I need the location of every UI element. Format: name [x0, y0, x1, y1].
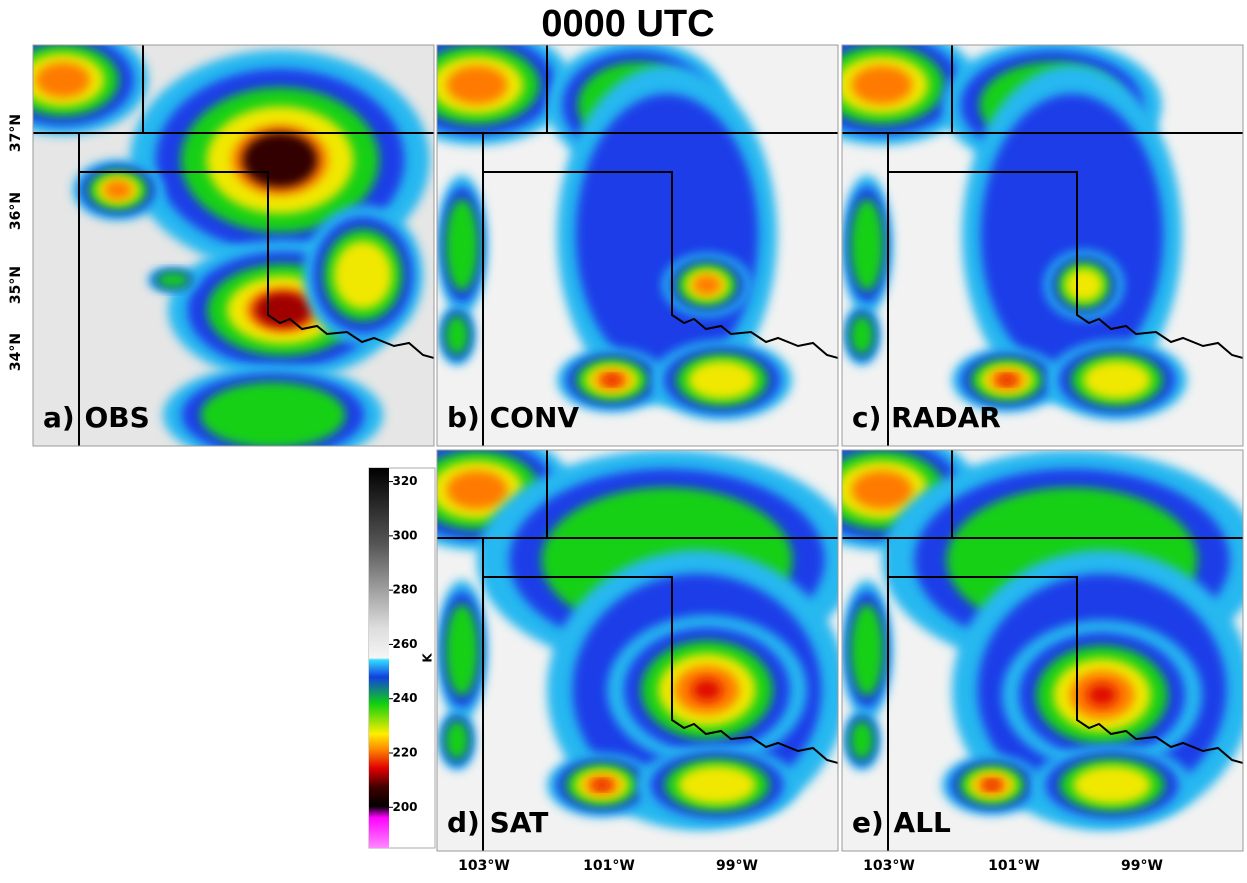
map-field — [382, 430, 859, 851]
map-panel: a) OBS — [0, 25, 455, 465]
panel-label: a) OBS — [43, 401, 150, 434]
cloud — [157, 272, 190, 288]
colorbar-tick-label: 300 — [392, 528, 417, 542]
map-field — [382, 25, 859, 446]
cloud — [852, 471, 913, 509]
lat-label: 36°N — [8, 192, 24, 230]
lon-label: 99°W — [1121, 858, 1163, 874]
panel-label: c) RADAR — [852, 401, 1001, 434]
cloud — [447, 66, 508, 104]
cloud — [692, 679, 722, 702]
map-panel: d) SAT — [382, 430, 859, 851]
colorbar-tick-label: 320 — [392, 474, 417, 488]
cloud — [334, 241, 393, 310]
cloud — [36, 62, 90, 97]
figure-title: 0000 UTC — [541, 3, 714, 45]
colorbar — [369, 468, 389, 848]
map-panel: e) ALL — [787, 430, 1247, 851]
cloud — [851, 604, 884, 696]
lon-label: 99°W — [716, 858, 758, 874]
cloud — [1064, 268, 1103, 302]
map-field — [0, 25, 455, 465]
cloud — [999, 375, 1016, 385]
panel-label: e) ALL — [852, 806, 951, 839]
lon-label: 103°W — [458, 858, 510, 874]
cloud — [693, 275, 722, 295]
colorbar-unit: K — [421, 653, 435, 663]
colorbar-tick-label: 260 — [392, 637, 417, 651]
cloud — [594, 780, 611, 790]
cloud — [850, 720, 874, 760]
lon-label: 101°W — [988, 858, 1040, 874]
map-panel: c) RADAR — [787, 25, 1247, 446]
cloud — [445, 720, 469, 760]
figure: 0000 UTC a) OBS b) CONV c) RADAR d) SAT e) A… — [0, 0, 1247, 879]
map-field — [787, 25, 1247, 446]
cloud — [446, 604, 479, 696]
cloud — [985, 781, 1000, 790]
cloud — [850, 315, 874, 355]
cloud — [688, 360, 757, 399]
cloud — [1087, 684, 1117, 707]
cloud — [678, 765, 756, 804]
lat-label: 37°N — [8, 114, 24, 152]
lat-label: 34°N — [8, 333, 24, 371]
cloud — [445, 315, 469, 355]
cloud — [447, 471, 508, 509]
colorbar-tick-label: 200 — [392, 800, 417, 814]
lon-label: 101°W — [583, 858, 635, 874]
cloud — [851, 199, 884, 291]
colorbar-tick-label: 240 — [392, 691, 417, 705]
cloud-core — [243, 133, 318, 188]
cloud — [852, 66, 913, 104]
lat-label: 35°N — [8, 266, 24, 304]
panel-label: b) CONV — [447, 401, 579, 434]
cloud — [104, 180, 133, 199]
map-panel: b) CONV — [382, 25, 859, 446]
cloud — [1083, 360, 1152, 399]
map-field — [787, 430, 1247, 851]
cloud — [200, 382, 345, 448]
cloud — [446, 199, 479, 291]
panel-label: d) SAT — [447, 806, 548, 839]
cloud — [1073, 765, 1151, 804]
colorbar-tick-label: 220 — [392, 746, 417, 760]
lon-label: 103°W — [863, 858, 915, 874]
colorbar-tick-label: 280 — [392, 583, 417, 597]
cloud — [604, 375, 621, 385]
